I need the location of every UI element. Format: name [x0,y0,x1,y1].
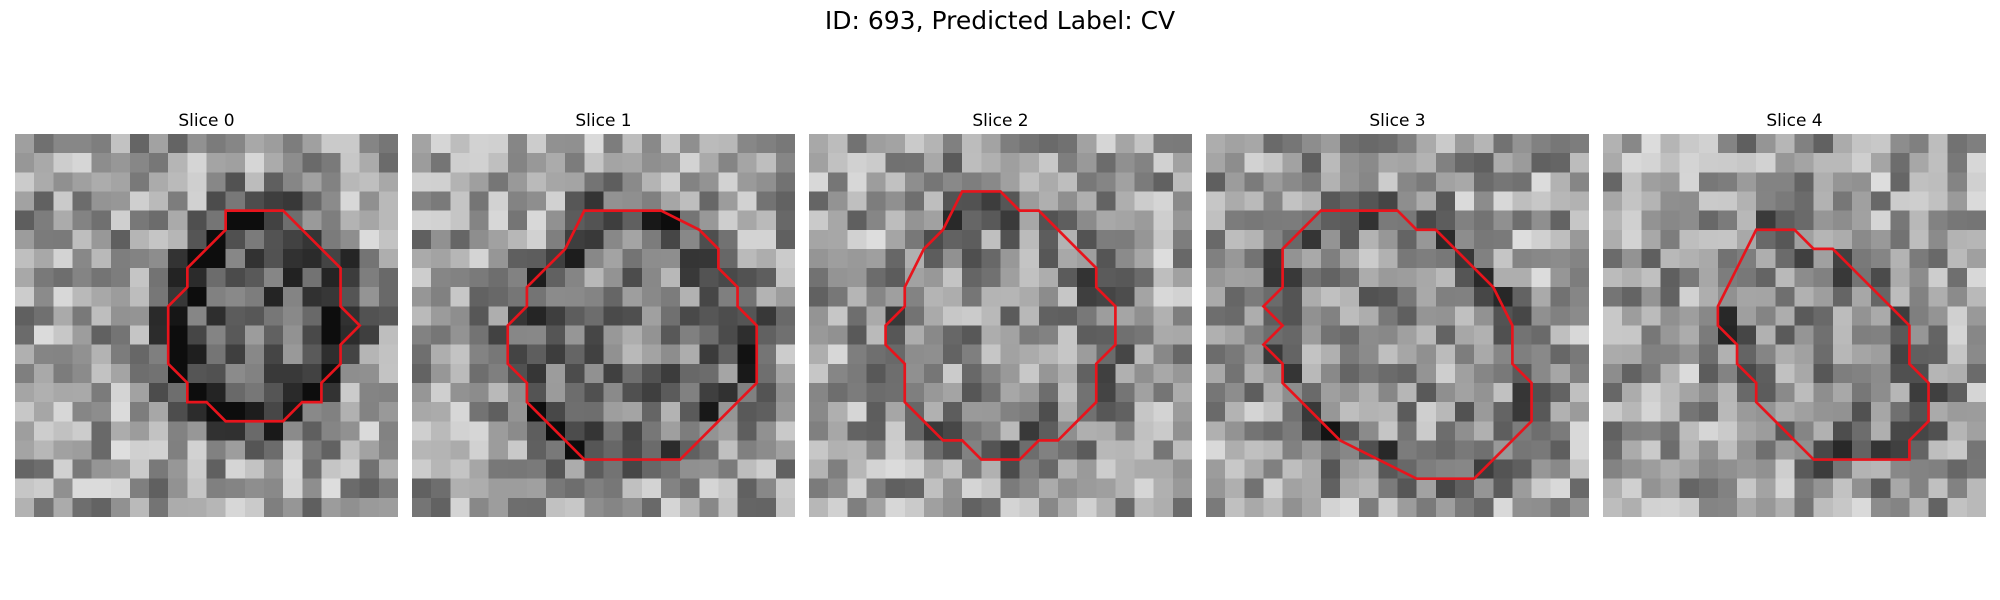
slice-title: Slice 2 [972,111,1029,131]
slice-title: Slice 0 [178,111,235,131]
slice-panel-1: Slice 1 [412,108,795,517]
slice-image [412,134,795,517]
slice-title: Slice 4 [1766,111,1823,131]
slice-panel-0: Slice 0 [15,108,398,517]
slice-image [15,134,398,517]
figure-title: ID: 693, Predicted Label: CV [824,6,1176,35]
slice-title: Slice 1 [575,111,632,131]
slice-panel-4: Slice 4 [1603,108,1986,517]
slice-image [1603,134,1986,517]
slice-image [809,134,1192,517]
slice-panel-3: Slice 3 [1206,108,1589,517]
slice-image [1206,134,1589,517]
slice-title: Slice 3 [1369,111,1426,131]
slice-panel-2: Slice 2 [809,108,1192,517]
